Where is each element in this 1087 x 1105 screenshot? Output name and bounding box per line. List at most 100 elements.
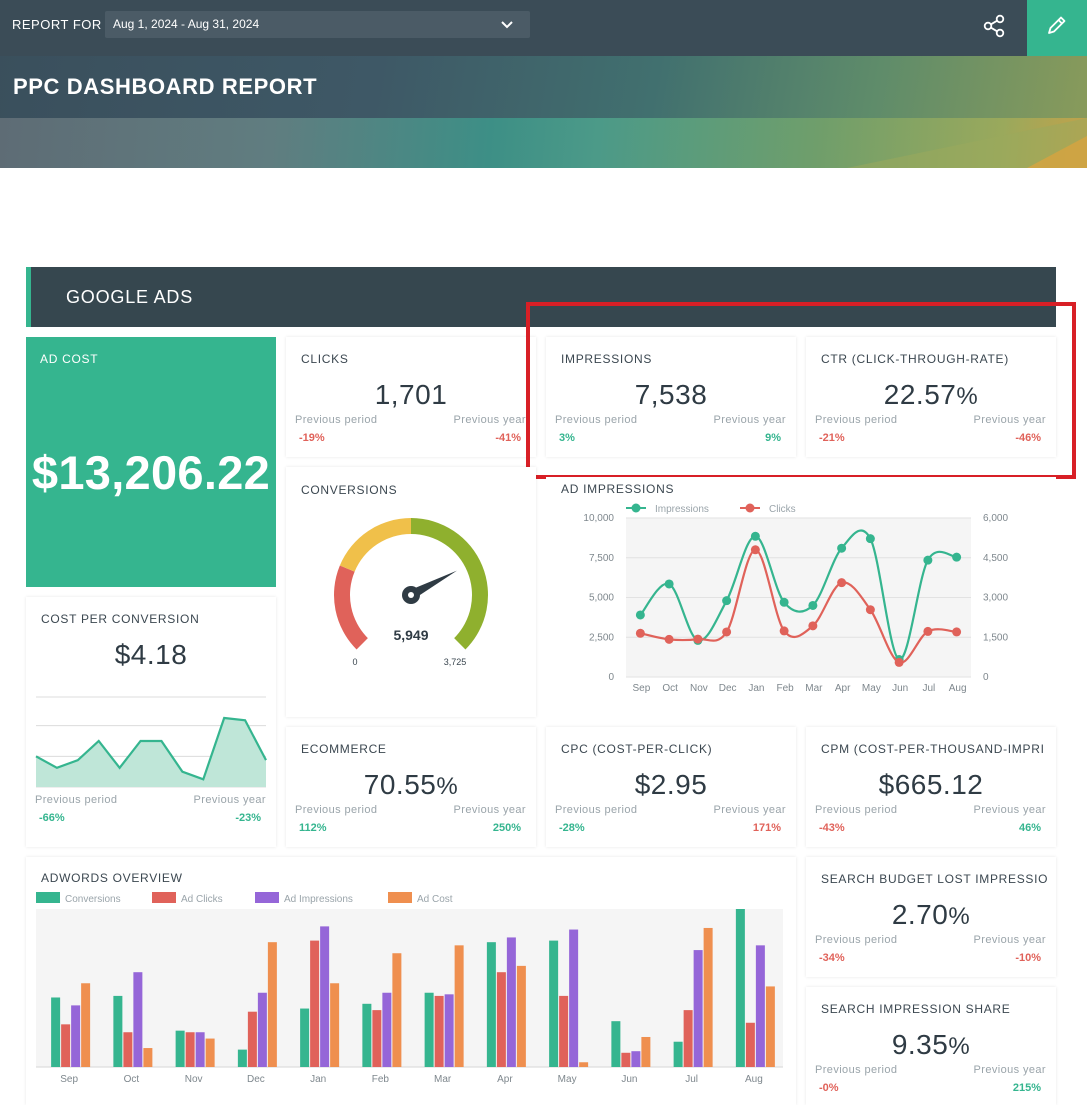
x-tick-label: Jun — [621, 1074, 637, 1085]
data-point-clicks — [722, 627, 732, 637]
bar-ad-clicks — [559, 995, 569, 1067]
adwords-overview-card: ADWORDS OVERVIEW Sep Oct Nov Dec Jan Feb Mar Ap… — [26, 857, 796, 1105]
bar-ad-impressions — [133, 972, 143, 1067]
data-point-impressions — [664, 579, 674, 589]
cpc-title: CPC (COST-PER-CLICK) — [561, 742, 713, 756]
area-line — [35, 716, 267, 781]
data-point-impressions — [865, 534, 875, 544]
data-point-clicks — [779, 626, 789, 636]
x-tick-label: May — [558, 1074, 577, 1085]
search-impression-share-title: SEARCH IMPRESSION SHARE — [821, 1002, 1011, 1016]
cpm-value: $665.12 — [878, 769, 984, 800]
search-impression-share-unit: % — [948, 1033, 971, 1060]
clicks-card: CLICKS 1,701 Previous period Previous ye… — [286, 337, 536, 457]
bar-ad-clicks — [683, 1010, 693, 1067]
bar-ad-clicks — [247, 1011, 257, 1067]
legend-swatch — [255, 892, 279, 903]
bar-ad-cost — [205, 1038, 215, 1067]
legend-swatch — [388, 892, 412, 903]
ad-impressions-title: AD IMPRESSIONS — [561, 482, 675, 496]
impressions-card: IMPRESSIONS 7,538 Previous period Previo… — [546, 337, 796, 457]
x-tick-label: Sep — [60, 1074, 78, 1085]
bar-conversions — [175, 1030, 185, 1067]
adwords-overview-chart: Sep Oct Nov Dec Jan Feb Mar Apr May Jun Jul Aug Conv… — [36, 892, 783, 1085]
clicks-previous-period-change: -19% — [299, 432, 325, 444]
conversions-gauge: 5,949 0 3,725 — [334, 518, 488, 667]
previous-year-label: Previous year — [713, 804, 786, 816]
legend-marker — [745, 503, 755, 513]
ctr-unit: % — [956, 383, 979, 410]
previous-period-label: Previous period — [295, 804, 378, 816]
conversions-card: CONVERSIONS 5,949 0 3,725 — [286, 467, 536, 717]
section-title: GOOGLE ADS — [66, 287, 194, 307]
data-point-impressions — [635, 610, 645, 620]
bar-ad-clicks — [434, 995, 444, 1067]
gauge-hub-center — [408, 592, 414, 598]
report-header: REPORT FOR Aug 1, 2024 - Aug 31, 2024 PP… — [0, 0, 1087, 168]
bar-conversions — [362, 1003, 372, 1067]
bar-ad-cost — [143, 1048, 153, 1067]
x-tick-label: Nov — [185, 1074, 203, 1085]
y-right-tick-label: 3,000 — [983, 593, 1008, 604]
y-left-tick-label: 7,500 — [589, 553, 614, 564]
x-tick-label: Jul — [685, 1074, 698, 1085]
report-for-label: REPORT FOR — [12, 17, 102, 32]
data-point-clicks — [923, 626, 933, 636]
search-budget-lost-number: 2.70 — [891, 899, 949, 930]
x-tick-label: May — [862, 683, 881, 694]
bar-conversions — [51, 997, 61, 1067]
header-decoration — [847, 118, 1087, 168]
bar-ad-cost — [267, 942, 277, 1067]
ecommerce-number: 70.55 — [363, 769, 437, 800]
data-point-impressions — [837, 543, 847, 553]
previous-period-label: Previous period — [555, 414, 638, 426]
previous-period-label: Previous period — [815, 934, 898, 946]
search-budget-lost-previous-period-change: -34% — [819, 952, 845, 964]
bar-ad-clicks — [745, 1022, 755, 1067]
share-icon[interactable] — [980, 12, 1010, 42]
data-point-clicks — [693, 634, 703, 644]
area-fill — [36, 718, 266, 787]
data-point-clicks — [837, 578, 847, 588]
gauge-value: 5,949 — [393, 627, 428, 643]
cost-per-conversion-value: $4.18 — [114, 639, 188, 670]
bar-ad-cost — [454, 945, 464, 1067]
x-tick-label: Jul — [922, 683, 935, 694]
gauge-min-label: 0 — [352, 657, 357, 667]
clicks-title: CLICKS — [301, 352, 349, 366]
bar-ad-cost — [516, 965, 526, 1067]
bar-ad-clicks — [496, 972, 506, 1067]
bar-ad-impressions — [257, 992, 267, 1067]
data-point-impressions — [952, 552, 962, 562]
data-point-clicks — [894, 657, 904, 667]
data-point-clicks — [808, 621, 818, 631]
bar-ad-cost — [641, 1036, 651, 1067]
bar-ad-impressions — [755, 945, 765, 1067]
legend-label: Conversions — [65, 894, 121, 905]
bar-ad-impressions — [631, 1051, 641, 1067]
search-budget-lost-previous-year-change: -10% — [1015, 952, 1041, 964]
cost-per-conversion-card: COST PER CONVERSION $4.18 Previous perio… — [26, 597, 276, 847]
bar-conversions — [611, 1021, 621, 1067]
previous-period-label: Previous period — [815, 414, 898, 426]
cost-per-conversion-title: COST PER CONVERSION — [41, 612, 200, 626]
clicks-value: 1,701 — [374, 379, 448, 410]
ctr-previous-year-change: -46% — [1015, 432, 1041, 444]
cpc-previous-period-change: -28% — [559, 822, 585, 834]
bar-ad-clicks — [310, 940, 320, 1067]
bar-ad-impressions — [382, 992, 392, 1067]
bar-conversions — [549, 940, 559, 1067]
bar-ad-cost — [392, 953, 402, 1067]
edit-button[interactable] — [1027, 0, 1087, 56]
y-right-tick-label: 1,500 — [983, 632, 1008, 643]
ctr-previous-period-change: -21% — [819, 432, 845, 444]
data-point-clicks — [865, 605, 875, 615]
impressions-title: IMPRESSIONS — [561, 352, 653, 366]
date-range-select[interactable]: Aug 1, 2024 - Aug 31, 2024 — [105, 11, 530, 38]
bar-conversions — [424, 992, 434, 1067]
bar-conversions — [113, 995, 123, 1067]
bar-conversions — [237, 1049, 247, 1067]
conversions-title: CONVERSIONS — [301, 483, 398, 497]
y-left-tick-label: 10,000 — [583, 513, 614, 524]
data-point-impressions — [722, 596, 732, 606]
